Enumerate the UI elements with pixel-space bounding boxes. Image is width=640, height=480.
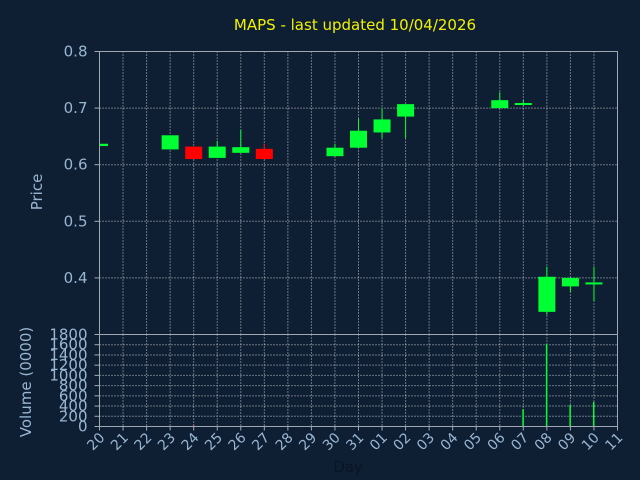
candle (350, 118, 367, 148)
day-tick-label: 02 (390, 430, 414, 454)
candle (585, 266, 603, 302)
price-tick-label: 0.7 (64, 99, 88, 117)
candle (514, 100, 532, 106)
day-tick-label: 31 (343, 430, 367, 454)
day-tick-label: 27 (249, 430, 273, 454)
day-tick-label: 20 (84, 430, 108, 454)
candle-body (350, 130, 367, 148)
candle (161, 135, 179, 150)
price-tick-label: 0.4 (64, 269, 88, 287)
candle-body (326, 147, 344, 157)
volume-bar (545, 343, 548, 427)
volume-tick-label: 1000 (49, 366, 87, 384)
day-tick-label: 28 (273, 430, 297, 454)
day-tick-label: 25 (202, 430, 226, 454)
day-tick-label: 22 (131, 430, 155, 454)
volume-grid (99, 334, 618, 427)
candle-body (585, 282, 603, 285)
candle-body (491, 100, 509, 109)
day-tick-label: 11 (602, 430, 626, 454)
volume-tick-label: 0 (78, 418, 88, 436)
price-tick-label: 0.8 (64, 43, 88, 61)
price-y-ticks: 0.4 0.5 0.6 0.7 0.8 (64, 43, 100, 287)
candle (208, 140, 226, 158)
volume-tick-label: 1200 (49, 356, 87, 374)
day-ticks: 20 21 22 23 24 25 26 27 28 29 30 31 01 02 03 04 05 06 07 08… (84, 426, 626, 454)
candle (491, 92, 509, 109)
volume-tick-label: 1600 (49, 336, 87, 354)
day-tick-label: 23 (155, 430, 179, 454)
candle (397, 104, 415, 139)
candle-body (514, 103, 532, 106)
volume-tick-label: 1400 (49, 346, 87, 364)
day-tick-label: 08 (532, 430, 556, 454)
candle-body (232, 147, 250, 153)
day-tick-label: 21 (108, 430, 132, 454)
day-tick-label: 06 (485, 430, 509, 454)
day-tick-label: 03 (414, 430, 438, 454)
price-tick-label: 0.5 (64, 212, 88, 230)
day-tick-label: 29 (296, 430, 320, 454)
candle-body (185, 146, 203, 160)
chart-title: MAPS - last updated 10/04/2026 (234, 16, 476, 34)
volume-tick-label: 1800 (49, 326, 87, 344)
day-tick-label: 01 (367, 430, 391, 454)
day-tick-label: 24 (179, 430, 203, 454)
price-grid (99, 51, 618, 335)
volume-bar (192, 425, 195, 427)
volume-bar (569, 405, 571, 427)
candles (99, 92, 603, 315)
candle (99, 143, 108, 147)
candle-body (538, 276, 556, 312)
volume-axis-title: Volume (0000) (17, 327, 35, 437)
candle (538, 266, 556, 315)
volume-tick-label: 200 (59, 407, 88, 425)
price-tick-label: 0.6 (64, 156, 88, 174)
day-tick-label: 04 (438, 430, 462, 454)
volume-panel-frame (99, 334, 618, 427)
volume-bar (522, 409, 524, 427)
day-tick-label: 07 (508, 430, 532, 454)
candle-body (373, 119, 391, 133)
volume-bar (592, 401, 595, 427)
volume-tick-label: 400 (59, 397, 88, 415)
candle-body (397, 104, 415, 117)
day-tick-label: 30 (320, 430, 344, 454)
day-tick-label: 09 (555, 430, 579, 454)
candle-body (208, 146, 226, 158)
day-tick-label: 05 (461, 430, 485, 454)
price-axis-title: Price (28, 174, 46, 211)
candle (232, 129, 250, 153)
candle (373, 108, 391, 139)
candle (561, 277, 579, 293)
candle-body (99, 143, 108, 147)
x-axis-title: Day (333, 458, 363, 476)
candle-body (255, 148, 273, 160)
candle (326, 143, 344, 157)
day-tick-label: 26 (226, 430, 250, 454)
day-tick-label: 10 (579, 430, 603, 454)
candle-body (161, 135, 179, 150)
volume-tick-label: 800 (59, 377, 88, 395)
volume-tick-label: 600 (59, 387, 88, 405)
candle-body (561, 277, 579, 287)
candle (185, 146, 203, 160)
candle (255, 143, 273, 160)
